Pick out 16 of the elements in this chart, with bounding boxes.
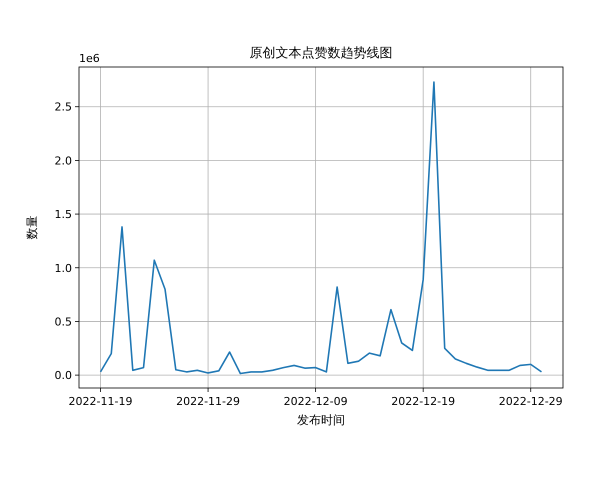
x-axis-title: 发布时间 [297,413,345,427]
chart-title: 原创文本点赞数趋势线图 [250,46,392,61]
x-tick-label: 2022-12-19 [391,395,456,408]
y-tick-label: 2.5 [54,100,72,114]
x-tick-label: 2022-11-29 [176,395,240,408]
y-tick-label: 1.5 [54,208,72,222]
y-tick-label: 1.0 [54,262,72,275]
x-tick-label: 2022-12-09 [284,395,348,408]
y-axis-title: 数量 [25,216,39,240]
line-series [100,81,542,374]
x-tick-label: 2022-11-19 [68,395,132,408]
text: 1e6 [79,52,100,65]
y-tick-label: 2.0 [54,154,72,168]
y-tick-label: 0.5 [54,315,72,328]
x-tick-label: 2022-12-29 [498,395,563,408]
y-tick-label: 0.0 [54,369,72,382]
